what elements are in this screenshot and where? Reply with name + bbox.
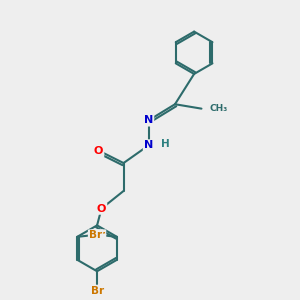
Text: CH₃: CH₃ (210, 104, 228, 113)
Text: N: N (144, 116, 153, 125)
Text: O: O (97, 204, 106, 214)
Text: N: N (144, 140, 153, 150)
Text: Br: Br (89, 230, 102, 240)
Text: Br: Br (92, 230, 105, 240)
Text: Br: Br (91, 286, 103, 296)
Text: H: H (161, 139, 170, 149)
Text: O: O (94, 146, 103, 156)
